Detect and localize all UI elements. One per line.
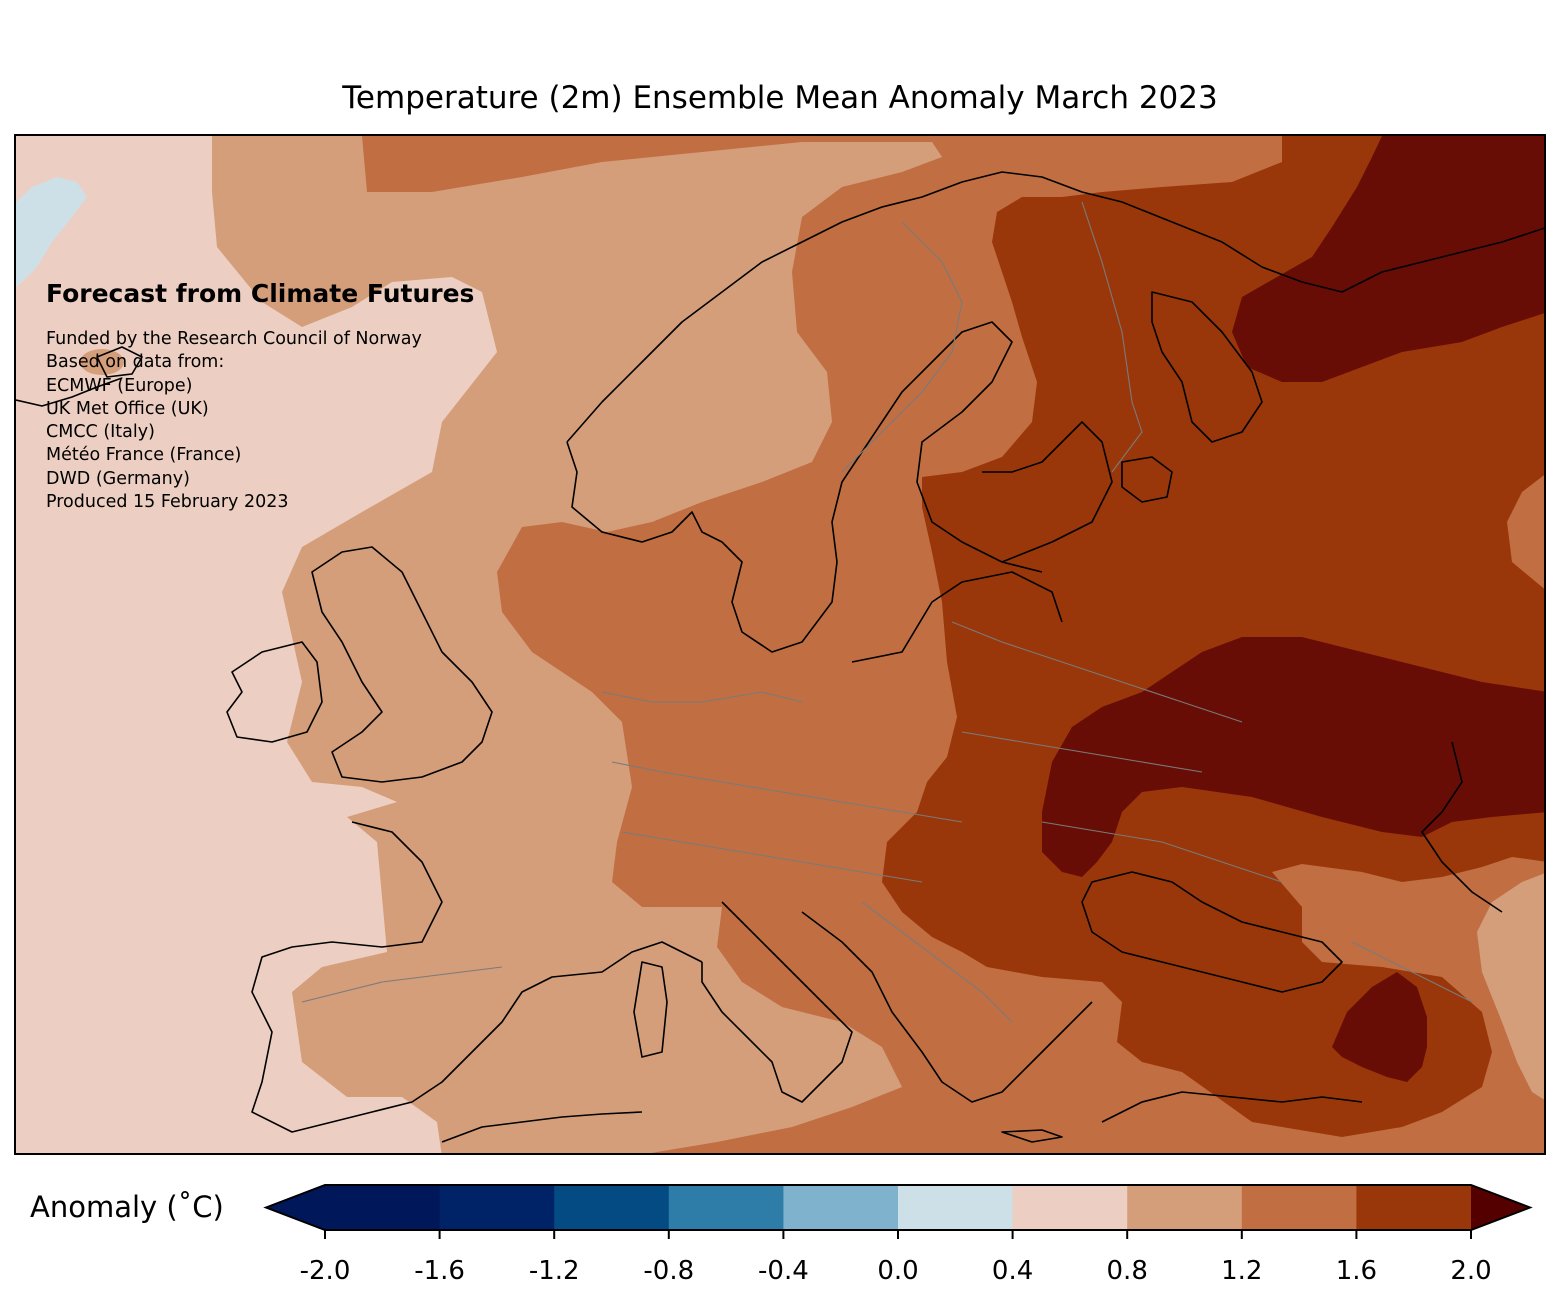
colorbar-tick-label: 0.4 [991,1256,1034,1286]
italy-coast [701,901,853,1103]
norway-sweden-coast [566,321,1043,653]
colorbar-tick-label: -1.6 [414,1256,465,1286]
colorbar-segment [1012,1185,1128,1230]
baltic-coast [851,571,1063,663]
info-line: Météo France (France) [46,445,242,466]
info-line: Produced 15 February 2023 [46,492,289,513]
black-sea-coast [1081,871,1343,993]
lake-ladoga [1121,456,1173,503]
map-frame: Forecast from Climate Futures Funded by … [14,134,1546,1155]
britain-coast [311,546,493,783]
border-east-2 [961,731,1203,773]
colorbar [263,1184,1533,1239]
greenland-coast [16,377,123,407]
balkans-coast [801,911,1093,1103]
north-africa-coast [441,1111,643,1143]
colorbar-tick-label: 2.0 [1450,1256,1492,1286]
border-norway-sweden [841,221,963,473]
info-line: ECMWF (Europe) [46,375,193,396]
border-ukraine [1041,821,1283,883]
anomaly-field-1.6-2.0-southeast [1332,972,1427,1082]
anomaly-field-0.4-0.8-east [1477,873,1544,1100]
colorbar-extend-under [266,1185,325,1230]
colorbar-tick-label: -0.4 [758,1256,809,1286]
border-caucasus [1351,941,1473,1003]
colorbar-tick-labels: -2.0 -1.6 -1.2 -0.8 -0.4 0.0 0.4 0.8 1.2 1.6 2.0 [0,1256,1560,1292]
colorbar-segment [1127,1185,1243,1230]
colorbar-segment [668,1185,784,1230]
colorbar-label: Anomaly (˚C) [30,1190,224,1224]
colorbar-segments [266,1185,1530,1230]
info-line: CMCC (Italy) [46,422,155,443]
colorbar-extend-over [1471,1185,1530,1230]
finland-coast [982,421,1113,563]
info-line: Funded by the Research Council of Norway [46,329,422,349]
anomaly-field-cool-greenland [16,177,87,287]
colorbar-tick-label: -2.0 [299,1256,351,1286]
anomaly-map [16,136,1544,1153]
colorbar-segment [439,1185,555,1230]
colorbar-tick-label: 1.2 [1221,1256,1263,1286]
colorbar-segment [554,1185,670,1230]
corsica-sardinia [633,961,668,1058]
border-east-1 [951,621,1243,723]
border-central-europe-3 [621,831,923,883]
colorbar-segment [1241,1185,1357,1230]
norway-north-coast [566,171,1544,443]
forecast-heading: Forecast from Climate Futures [46,279,475,308]
country-borders [301,201,1473,1023]
info-line: DWD (Germany) [46,468,190,489]
coastlines [16,171,1544,1143]
colorbar-ticks [324,1230,1472,1239]
colorbar-tick-label: 0.8 [1106,1256,1148,1286]
crete [1001,1129,1063,1143]
colorbar-segment [1356,1185,1472,1230]
border-finland-russia [1081,201,1143,473]
info-lines: Funded by the Research Council of Norway… [46,328,474,514]
map-title: Temperature (2m) Ensemble Mean Anomaly M… [342,80,1218,116]
border-central-europe-1 [601,691,803,703]
colorbar-segment [898,1185,1014,1230]
anomaly-field-1.2-1.6 [882,136,1544,1137]
colorbar-segment [783,1185,899,1230]
anomaly-field-iceland-patch [80,349,124,375]
france-iberia-coast [251,821,703,1133]
info-line: UK Met Office (UK) [46,398,209,419]
colorbar-outline [263,1184,1533,1231]
ireland-coast [226,641,323,743]
colorbar-segment [325,1185,441,1230]
colorbar-tick-label: 1.6 [1335,1256,1378,1286]
anomaly-field-1.6-2.0-northeast [1232,136,1544,382]
info-block: Forecast from Climate Futures Funded by … [46,278,474,514]
border-balkans [861,901,1013,1023]
caspian-coast [1421,741,1503,913]
colorbar-tick-label: -0.8 [643,1256,695,1286]
border-france-spain [301,966,503,1003]
info-line: Based on data from: [46,352,225,373]
colorbar-tick-label: 0.0 [877,1256,919,1286]
iceland-coast [96,346,143,378]
white-sea-coast [1151,291,1263,443]
border-central-europe-2 [611,761,963,823]
turkey-south-coast [1101,1091,1363,1123]
colorbar-tick-label: -1.2 [528,1256,580,1286]
